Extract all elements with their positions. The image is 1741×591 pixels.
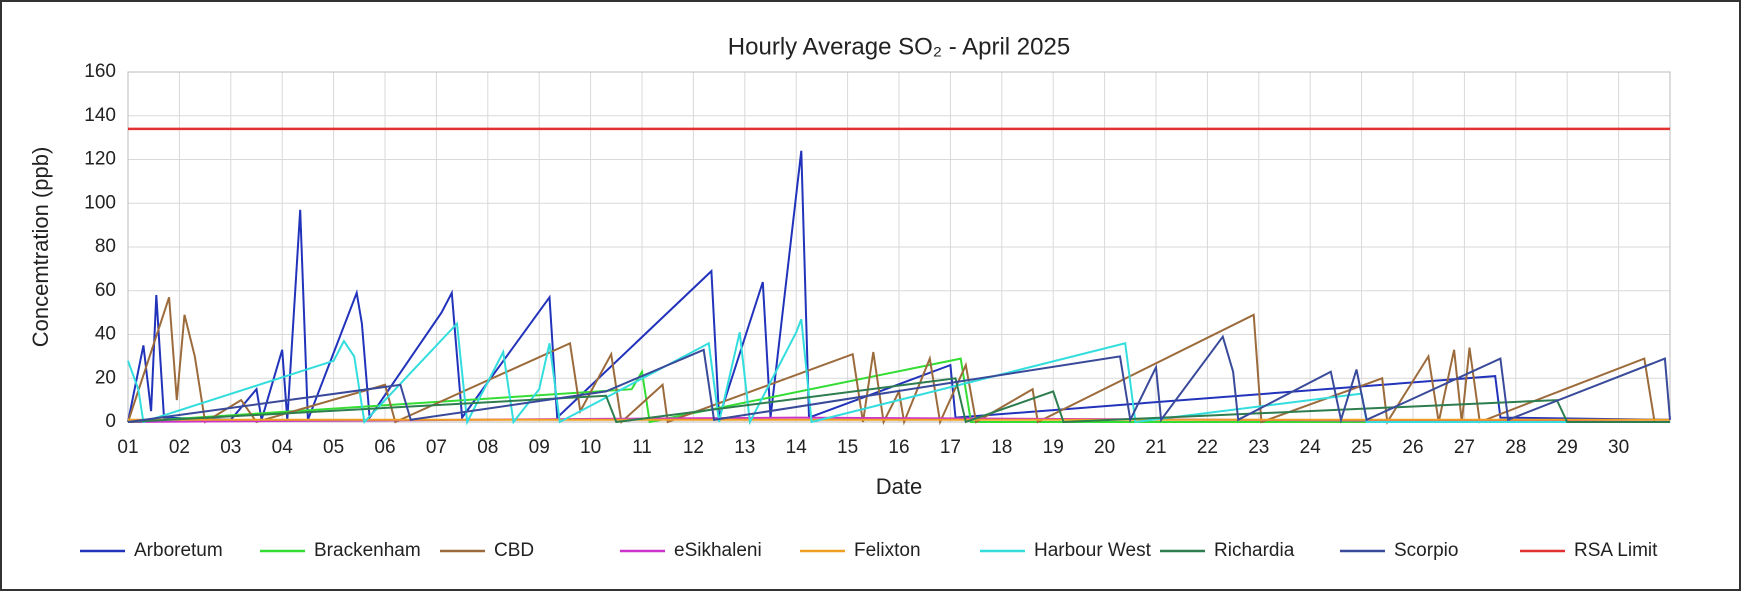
legend-label: Harbour West xyxy=(1034,540,1152,561)
x-tick-label: 30 xyxy=(1608,437,1629,458)
x-tick-label: 22 xyxy=(1197,437,1218,458)
x-tick-label: 26 xyxy=(1402,437,1423,458)
x-tick-label: 01 xyxy=(117,437,138,458)
plot-area xyxy=(127,71,1671,423)
x-tick-label: 03 xyxy=(220,437,241,458)
y-tick-label: 100 xyxy=(84,192,116,213)
legend-label: eSikhaleni xyxy=(674,540,762,561)
legend-label: Scorpio xyxy=(1394,540,1458,561)
legend-label: Richardia xyxy=(1214,540,1295,561)
y-tick-label: 140 xyxy=(84,105,116,126)
series-line xyxy=(127,377,1670,424)
x-tick-label: 19 xyxy=(1043,437,1064,458)
y-tick-label: 0 xyxy=(105,411,116,432)
legend-label: Felixton xyxy=(854,540,921,561)
x-tick-label: 15 xyxy=(837,437,858,458)
legend-label: Brackenham xyxy=(314,540,421,561)
x-axis-label: Date xyxy=(876,474,922,499)
x-tick-label: 02 xyxy=(169,437,190,458)
x-tick-label: 23 xyxy=(1248,437,1269,458)
x-tick-label: 28 xyxy=(1505,437,1526,458)
y-tick-label: 120 xyxy=(84,149,116,170)
x-tick-label: 12 xyxy=(683,437,704,458)
x-tick-label: 05 xyxy=(323,437,344,458)
x-tick-label: 11 xyxy=(632,437,652,458)
series-line xyxy=(127,357,1670,424)
series-line xyxy=(127,318,1670,426)
x-tick-label: 27 xyxy=(1454,437,1475,458)
x-tick-label: 10 xyxy=(580,437,601,458)
x-tick-label: 07 xyxy=(426,437,447,458)
x-tick-label: 14 xyxy=(786,437,808,458)
y-tick-label: 40 xyxy=(95,324,116,345)
legend-label: Arboretum xyxy=(134,540,223,561)
series-line xyxy=(127,334,1671,424)
y-tick-label: 20 xyxy=(95,367,116,388)
x-tick-label: 06 xyxy=(374,437,395,458)
x-tick-label: 04 xyxy=(272,437,294,458)
x-tick-label: 18 xyxy=(991,437,1012,458)
chart-title: Hourly Average SO₂ - April 2025 xyxy=(728,33,1070,60)
x-tick-label: 16 xyxy=(888,437,909,458)
y-tick-label: 60 xyxy=(95,280,116,301)
x-tick-label: 29 xyxy=(1557,437,1578,458)
x-tick-label: 25 xyxy=(1351,437,1372,458)
x-tick-label: 08 xyxy=(477,437,498,458)
legend-label: RSA Limit xyxy=(1574,540,1658,561)
x-tick-label: 21 xyxy=(1145,437,1166,458)
x-tick-label: 17 xyxy=(940,437,961,458)
x-tick-label: 09 xyxy=(529,437,550,458)
legend-label: CBD xyxy=(494,540,534,561)
y-tick-label: 160 xyxy=(84,61,116,82)
x-tick-label: 13 xyxy=(734,437,755,458)
x-tick-label: 24 xyxy=(1300,437,1322,458)
x-tick-label: 20 xyxy=(1094,437,1115,458)
y-tick-label: 80 xyxy=(95,236,116,257)
y-axis-label: Concemtration (ppb) xyxy=(28,147,53,348)
